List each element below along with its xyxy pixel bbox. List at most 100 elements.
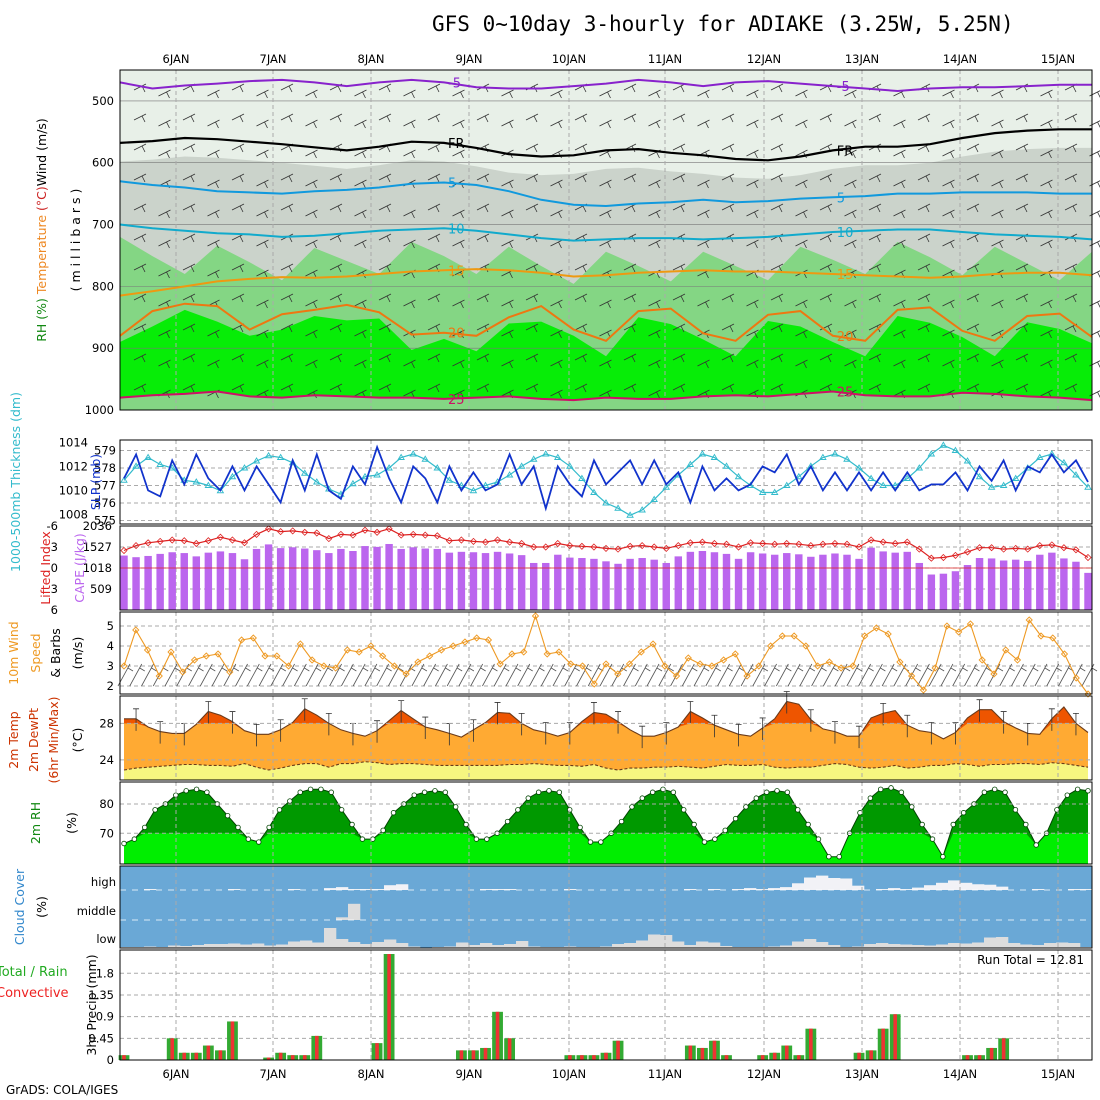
axis-label-part: Wind — [34, 151, 49, 186]
wind-barb — [364, 663, 381, 687]
isotherm-label: 10 — [837, 226, 854, 241]
wind-barb — [378, 293, 392, 303]
wind-barb — [158, 359, 171, 369]
lifted-index-marker — [891, 539, 899, 548]
cloud-bar-high — [1080, 889, 1093, 890]
rh2m-marker — [629, 804, 635, 810]
lifted-index-marker — [963, 548, 972, 556]
wind-barb — [329, 113, 343, 123]
thickness-marker — [963, 457, 972, 464]
cloud-bar-low — [204, 944, 217, 948]
rh2m-marker — [784, 789, 791, 795]
wind-barb — [648, 389, 661, 399]
cape-tick-label: 509 — [90, 582, 112, 596]
li-tick-label: 6 — [51, 603, 58, 617]
cape-bar — [144, 555, 152, 610]
wind-barb — [378, 383, 392, 393]
wind-barb — [1015, 353, 1029, 363]
date-label-top: 7JAN — [260, 52, 287, 66]
cloud-bar-low — [1008, 943, 1021, 948]
rh2m-marker — [805, 821, 811, 828]
thickness-marker — [300, 469, 309, 476]
rh2m-marker — [411, 792, 417, 798]
isotherm-label: -5 — [837, 80, 850, 95]
precip-tick-label: 0 — [107, 1053, 114, 1067]
wind-barb — [133, 173, 147, 183]
date-label-top: 8JAN — [358, 52, 385, 66]
footer-credit: GrADS: COLA/IGES — [6, 1083, 119, 1097]
wind-barb — [819, 323, 833, 333]
wind-barb — [305, 359, 318, 369]
wind-barb — [329, 663, 345, 687]
wind-barb — [966, 143, 980, 153]
temp-minmax-bar — [735, 723, 742, 747]
thickness-marker — [252, 457, 261, 464]
cloud-bar-high — [360, 889, 373, 890]
rh2m-marker — [276, 807, 283, 813]
cloud-bar-high — [792, 883, 805, 890]
wind-barb — [795, 299, 808, 309]
lifted-index-marker — [144, 539, 152, 547]
lifted-index-marker — [1060, 544, 1068, 552]
wind-barb — [917, 113, 931, 123]
wind-barb — [787, 663, 804, 687]
wind-barb — [795, 239, 808, 249]
cloud-bar-high — [564, 889, 577, 890]
thickness-marker — [541, 450, 550, 457]
rh2m-marker — [432, 788, 438, 794]
wind-barb — [746, 209, 759, 219]
temp-minmax-bar — [687, 701, 694, 724]
wind-barb — [256, 119, 269, 129]
axis-label-part: SLP (mb) — [88, 454, 103, 510]
lifted-index-marker — [674, 542, 682, 550]
wind-barb — [378, 353, 392, 363]
thickness-marker — [457, 481, 466, 488]
thickness-marker — [469, 486, 478, 494]
cape-bar — [1060, 558, 1068, 610]
wind-barb — [280, 263, 294, 273]
wind-barb — [427, 383, 441, 393]
precip-tick-label: 0.9 — [96, 1010, 114, 1024]
cloud-bar-high — [768, 888, 781, 890]
wind-barb — [1064, 113, 1078, 123]
rh2m-marker — [981, 789, 988, 795]
axis-label-part: Cloud Cover — [12, 868, 27, 945]
wind-barb — [917, 203, 931, 213]
wind-barb — [329, 173, 343, 183]
axis-label-part: (m/s) — [34, 118, 49, 151]
cloud-bar-high — [372, 889, 385, 890]
precip-conv-bar — [809, 1028, 813, 1060]
wind-barb — [868, 383, 882, 393]
precip-conv-bar — [568, 1055, 572, 1060]
rh2m-marker — [681, 807, 687, 813]
wind-barb — [966, 323, 980, 333]
wind-speed-marker — [567, 660, 575, 668]
wind-barb — [476, 113, 490, 123]
cape-bar — [795, 554, 803, 610]
lifted-index-marker — [168, 536, 176, 544]
wind-barb — [501, 119, 514, 129]
cloud-bar-low — [144, 946, 157, 948]
wind-barb — [648, 89, 661, 99]
cape-bar — [288, 547, 297, 610]
wind-barb — [721, 203, 735, 213]
wind-barb — [819, 173, 833, 183]
wind-barb — [427, 293, 441, 303]
thickness-marker — [216, 486, 225, 494]
lifted-index-marker — [771, 540, 779, 548]
wind-barb — [942, 359, 955, 369]
ylabel-rh2m: 2m RH — [28, 802, 43, 844]
wind-barb — [1015, 263, 1029, 273]
wind-barb — [235, 663, 251, 687]
cape-bar — [891, 552, 899, 610]
wind-barb — [819, 113, 833, 123]
wind-barb — [1040, 299, 1053, 309]
cloud-bar-low — [648, 934, 661, 948]
wind-speed-marker — [331, 664, 340, 672]
wind-speed-marker — [473, 634, 481, 642]
wind-speed-marker — [190, 656, 199, 664]
lifted-index-marker — [578, 542, 586, 550]
wind-barb — [717, 663, 733, 687]
wind-barb — [354, 359, 367, 369]
rh2m-marker — [639, 795, 645, 801]
